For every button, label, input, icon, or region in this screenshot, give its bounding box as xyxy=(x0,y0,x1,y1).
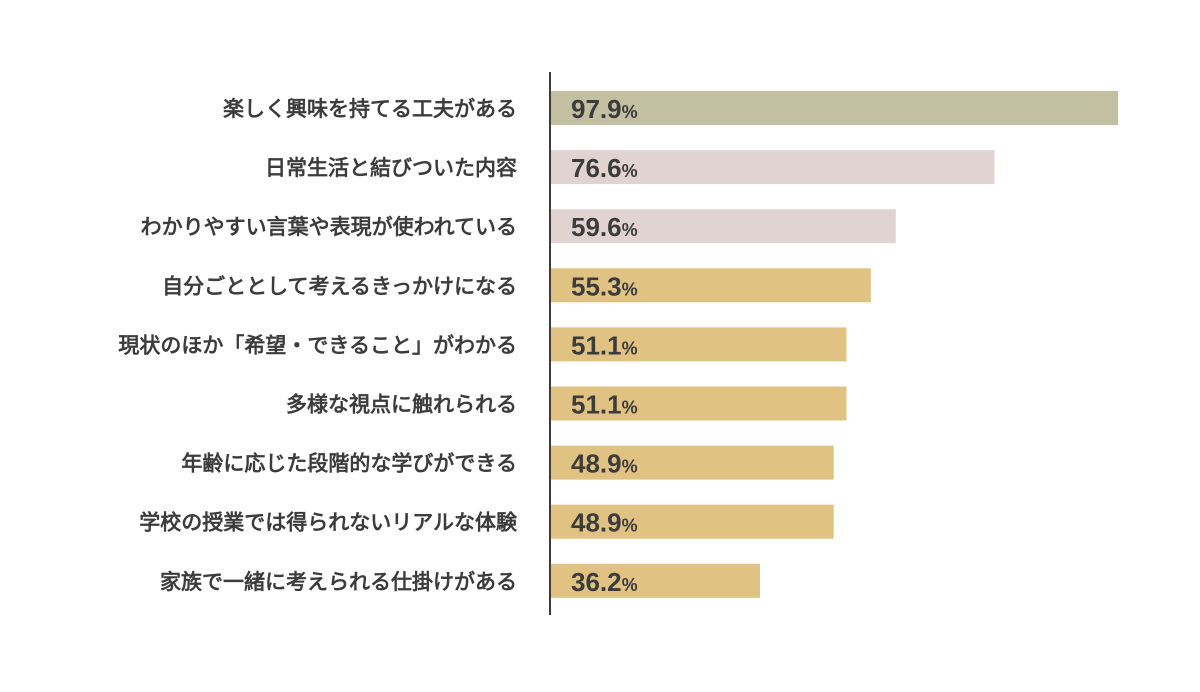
category-label: 楽しく興味を持てる工夫がある xyxy=(223,97,517,121)
category-label: 年齢に応じた段階的な学びができる xyxy=(181,452,517,476)
bar xyxy=(550,209,896,244)
bar xyxy=(550,563,761,598)
bar xyxy=(550,150,995,185)
bar xyxy=(550,268,871,303)
category-label: 多様な視点に触れられる xyxy=(286,393,517,417)
bar xyxy=(550,327,847,362)
category-label: 学校の授業では得られないリアルな体験 xyxy=(139,511,518,535)
bar xyxy=(550,445,834,480)
category-label: 家族で一緒に考えられる仕掛けがある xyxy=(160,570,517,594)
bar xyxy=(550,386,847,421)
category-label: 自分ごととして考えるきっかけになる xyxy=(162,274,517,298)
category-label: 日常生活と結びついた内容 xyxy=(265,156,517,180)
category-label: 現状のほか「希望・できること」がわかる xyxy=(118,333,517,357)
bar xyxy=(550,91,1118,125)
category-label: わかりやすい言葉や表現が使われている xyxy=(141,215,517,239)
data-label: 55.3% xyxy=(571,271,638,301)
data-label: 48.9% xyxy=(571,508,638,538)
bar xyxy=(550,504,834,539)
